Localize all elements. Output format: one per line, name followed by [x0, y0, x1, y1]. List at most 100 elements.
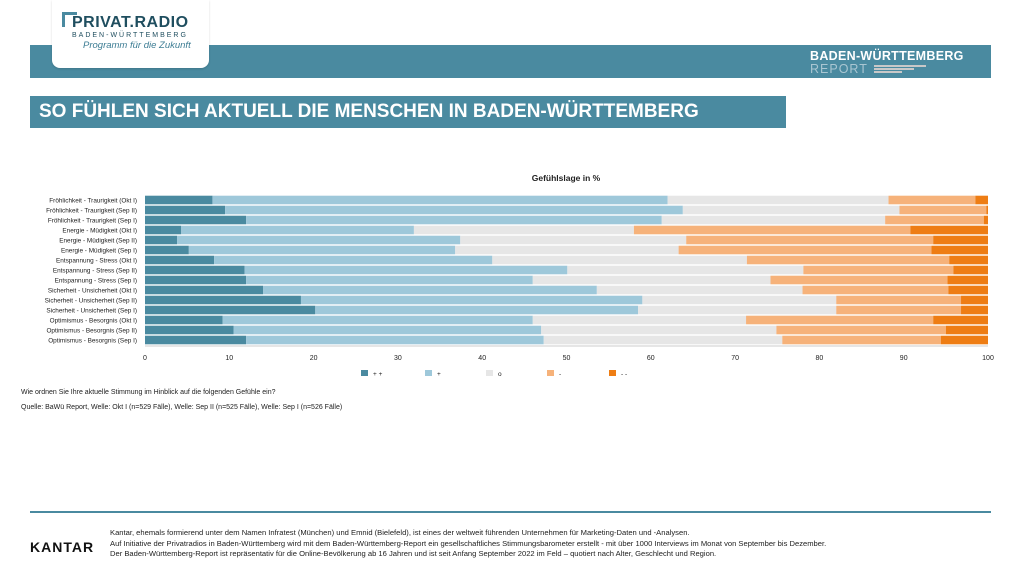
bar-segment: [746, 315, 934, 325]
bar-segment: [145, 295, 301, 305]
x-tick-label: 90: [900, 355, 908, 362]
bar-segment: [225, 205, 683, 215]
bar-segment: [214, 255, 493, 265]
footer-divider: [30, 511, 991, 513]
bar-segment: [802, 285, 949, 295]
data-source: Quelle: BaWü Report, Welle: Okt I (n=529…: [21, 404, 343, 411]
bar-segment: [633, 225, 911, 235]
bar-segment: [145, 335, 247, 345]
bar-segment: [145, 255, 215, 265]
bar-segment: [145, 265, 245, 275]
bar-segment: [145, 215, 247, 225]
legend-swatch: [609, 370, 616, 376]
bar-segment: [642, 295, 837, 305]
bar-segment: [177, 235, 461, 245]
x-tick-label: 70: [731, 355, 739, 362]
bar-segment: [532, 315, 747, 325]
bar-segment: [940, 335, 988, 345]
category-label: Fröhlichkeit - Traurigkeit (Sep II): [46, 208, 137, 215]
bar-segment: [746, 255, 950, 265]
legend-swatch: [486, 370, 493, 376]
category-label: Sicherheit - Unsicherheit (Sep II): [45, 298, 137, 305]
bar-segment: [638, 305, 837, 315]
kantar-logo: KANTAR: [30, 539, 95, 555]
footer-line-3: Der Baden-Württemberg-Report ist repräse…: [110, 549, 717, 558]
bar-segment: [836, 295, 962, 305]
x-tick-label: 80: [816, 355, 824, 362]
bar-segment: [492, 255, 747, 265]
category-label: Optimismus - Besorgnis (Okt I): [50, 318, 137, 325]
bar-segment: [888, 195, 976, 205]
legend-label: + +: [373, 371, 383, 378]
logo-frame-icon: [62, 12, 77, 27]
bar-segment: [682, 205, 900, 215]
bar-segment: [246, 335, 544, 345]
bar-segment: [145, 225, 182, 235]
x-tick-label: 20: [310, 355, 318, 362]
bar-segment: [776, 325, 946, 335]
bar-segment: [413, 225, 634, 235]
bar-segment: [975, 195, 988, 205]
bar-segment: [678, 245, 932, 255]
legend-swatch: [361, 370, 368, 376]
category-label: Entspannung - Stress (Okt I): [56, 258, 137, 265]
bar-segment: [212, 195, 668, 205]
bar-segment: [145, 235, 178, 245]
legend-label: o: [498, 371, 502, 378]
bar-segment: [233, 325, 542, 335]
bar-segment: [949, 255, 988, 265]
legend-swatch: [547, 370, 554, 376]
bar-segment: [315, 305, 639, 315]
category-label: Fröhlichkeit - Traurigkeit (Okt I): [49, 198, 137, 205]
chart-title: Gefühlslage in %: [532, 173, 601, 183]
category-label: Optimismus - Besorgnis (Sep I): [48, 338, 137, 345]
bar-segment: [455, 245, 679, 255]
logo-subtitle: BADEN-WÜRTTEMBERG: [72, 32, 188, 39]
bar-segment: [145, 325, 234, 335]
x-tick-label: 50: [563, 355, 571, 362]
bar-segment: [931, 245, 988, 255]
legend-label: +: [437, 371, 441, 378]
bar-segment: [181, 225, 414, 235]
bar-segment: [244, 265, 568, 275]
bar-segment: [567, 265, 804, 275]
bar-segment: [945, 325, 988, 335]
x-tick-label: 100: [982, 355, 994, 362]
footer-note: Kantar, ehemals formierend unter dem Nam…: [110, 528, 990, 560]
report-title: BADEN-WÜRTTEMBERG: [810, 49, 964, 63]
category-label: Sicherheit - Unsicherheit (Okt I): [48, 288, 137, 295]
bar-segment: [460, 235, 687, 245]
bar-segment: [948, 285, 988, 295]
bar-segment: [782, 335, 941, 345]
privatradio-logo[interactable]: PRIVAT.RADIO BADEN-WÜRTTEMBERG Programm …: [52, 0, 209, 68]
bar-segment: [947, 275, 988, 285]
bar-segment: [836, 305, 962, 315]
bar-segment: [145, 285, 264, 295]
category-label: Energie - Müdigkeit (Sep I): [61, 248, 137, 255]
bar-segment: [145, 315, 223, 325]
category-label: Optimismus - Besorgnis (Sep II): [46, 328, 137, 335]
footer-line-2: Auf Initiative der Privatradios in Baden…: [110, 538, 827, 548]
feelings-chart: Gefühlslage in % Fröhlichkeit - Traurigk…: [45, 173, 994, 378]
bar-segment: [532, 275, 771, 285]
footer-line-1: Kantar, ehemals formierend unter dem Nam…: [110, 528, 690, 537]
bar-segment: [986, 205, 988, 215]
bar-segment: [661, 215, 886, 225]
bar-segment: [983, 215, 988, 225]
bar-segment: [933, 235, 988, 245]
report-brand: BADEN-WÜRTTEMBERG REPORT: [810, 48, 985, 76]
x-tick-label: 60: [647, 355, 655, 362]
bar-segment: [145, 305, 316, 315]
category-label: Sicherheit - Unsicherheit (Sep I): [46, 308, 137, 315]
bar-segment: [188, 245, 456, 255]
logo-tagline: Programm für die Zukunft: [83, 40, 191, 51]
category-label: Energie - Müdigkeit (Sep II): [59, 238, 137, 245]
bar-segment: [145, 275, 247, 285]
bar-segment: [596, 285, 803, 295]
logo-name: PRIVAT.RADIO: [72, 14, 189, 31]
bar-segment: [667, 195, 889, 205]
bar-segment: [246, 275, 533, 285]
x-tick-label: 10: [225, 355, 233, 362]
legend-label: -: [559, 371, 561, 378]
bar-segment: [933, 315, 988, 325]
